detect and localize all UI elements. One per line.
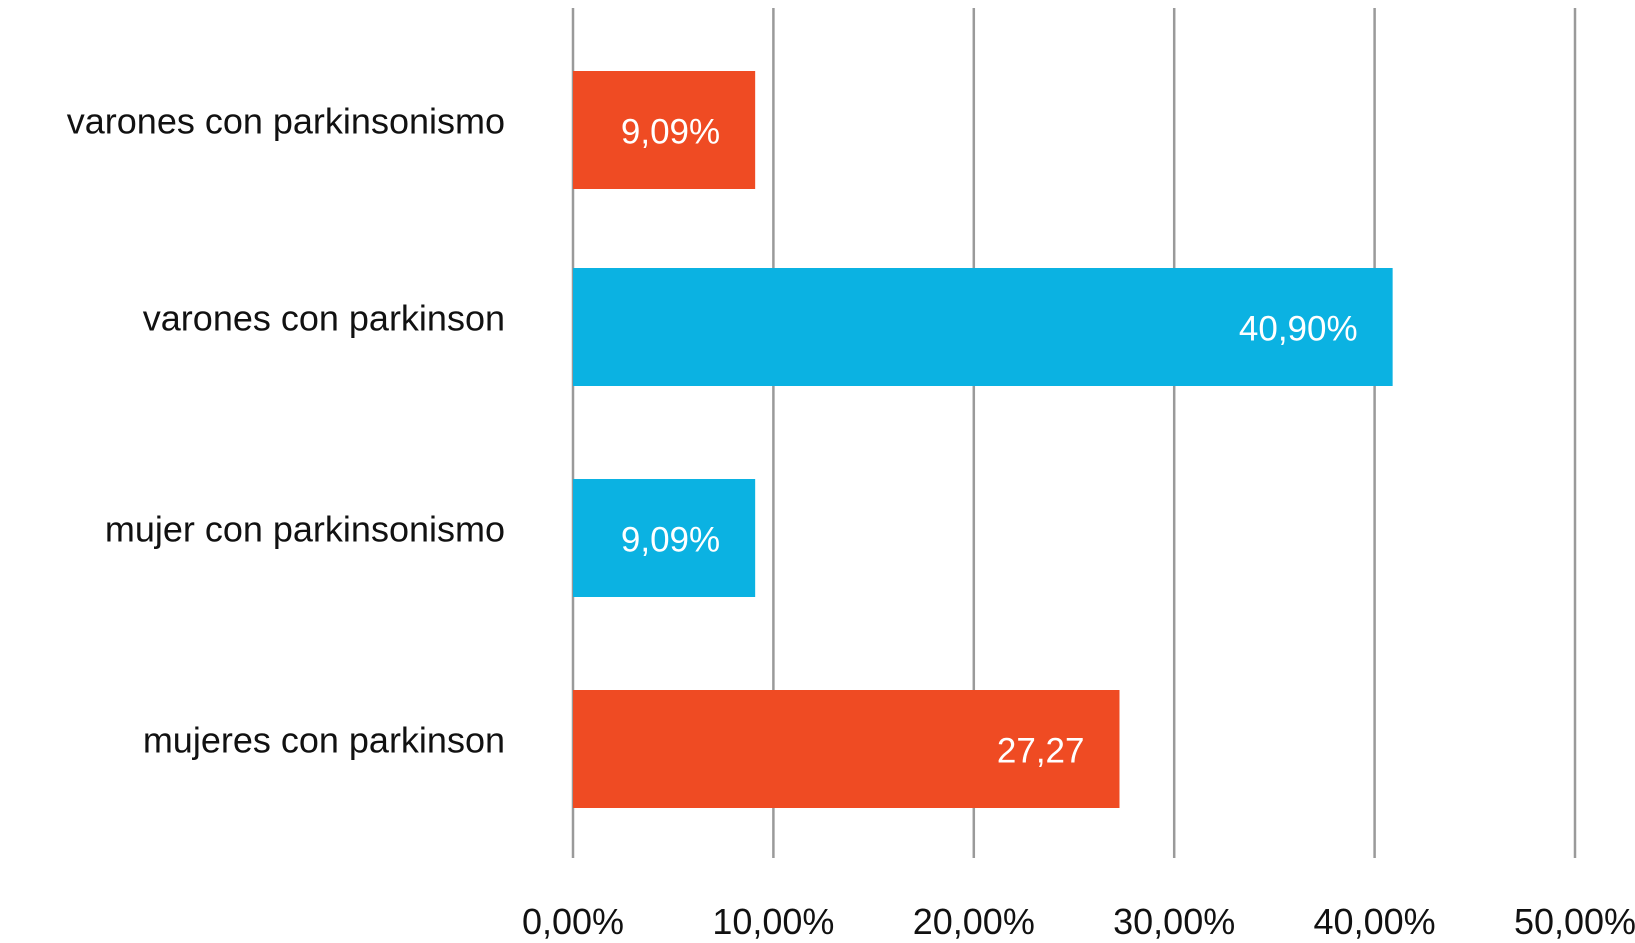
data-label: 27,27 (997, 731, 1085, 770)
x-tick-label: 50,00% (1514, 901, 1635, 942)
category-label: varones con parkinson (143, 298, 505, 339)
bar (573, 690, 1120, 808)
bar (573, 268, 1393, 386)
bars (573, 71, 1393, 808)
data-label: 9,09% (621, 520, 720, 559)
category-labels: varones con parkinsonismo varones con par… (67, 101, 505, 761)
x-tick-label: 10,00% (712, 901, 834, 942)
data-label: 9,09% (621, 112, 720, 151)
data-labels: 9,09% 40,90% 9,09% 27,27 (621, 112, 1358, 770)
x-tick-labels: 0,00% 10,00% 20,00% 30,00% 40,00% 50,00% (522, 901, 1635, 942)
x-tick-label: 0,00% (522, 901, 624, 942)
x-tick-label: 30,00% (1113, 901, 1235, 942)
category-label: varones con parkinsonismo (67, 101, 505, 142)
x-tick-label: 40,00% (1314, 901, 1436, 942)
category-label: mujer con parkinsonismo (105, 509, 505, 550)
x-tick-label: 20,00% (913, 901, 1035, 942)
category-label: mujeres con parkinson (143, 720, 505, 761)
data-label: 40,90% (1239, 309, 1358, 348)
bar (573, 479, 756, 597)
bar (573, 71, 756, 189)
